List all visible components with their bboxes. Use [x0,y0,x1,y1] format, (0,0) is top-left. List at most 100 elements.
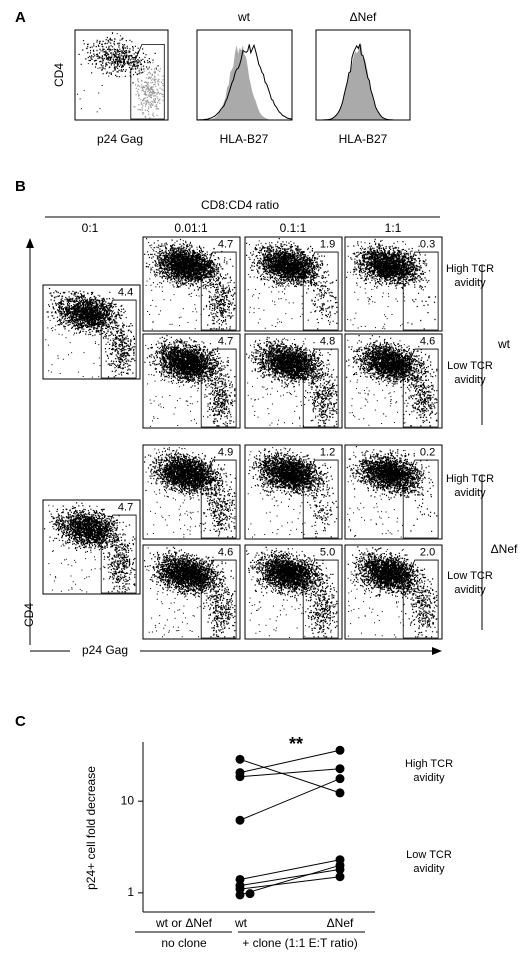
point [335,774,345,784]
events [44,502,134,593]
events [246,238,331,329]
gated-events [305,362,338,427]
plot-frame [344,444,443,540]
gate [100,299,137,379]
gated-events [405,362,438,427]
gated-events [203,575,236,638]
group-label: ΔNef [491,542,518,556]
histogram-fill [197,45,292,120]
gate-value: 0.3 [420,238,435,250]
pair-line [239,876,341,890]
pair-line [239,778,341,821]
gate-value: 0.2 [420,446,435,458]
gate-value: 4.4 [118,286,133,298]
gate-value: 2.0 [420,546,435,558]
events [45,287,128,378]
events [144,335,232,427]
gate-value: 1.9 [320,238,335,250]
gate [402,251,439,331]
column-label: 0:1 [82,221,99,235]
x-label: HLA-B27 [220,132,269,146]
point [235,815,245,825]
label-backing [70,643,140,659]
gate-value: 1.2 [320,446,335,458]
group-label: wt [497,337,511,351]
header: CD8:CD4 ratio [201,198,279,212]
gate [402,459,439,539]
pair-line [239,758,341,794]
annotation: Low TCR avidity [406,849,452,875]
row-label: High TCR avidity [445,473,495,499]
y-label: p24+ cell fold decrease [84,766,98,890]
events [144,447,236,538]
gate [200,251,237,331]
pair-line [239,768,341,778]
point [235,890,245,900]
panel-label: C [15,713,26,730]
histogram-fill [316,42,410,121]
plot-frame [244,333,343,429]
y-label: CD4 [52,63,66,87]
x-tick-label: wt [234,916,248,930]
arrow-head [26,238,34,248]
pair-line [239,864,341,896]
events [246,336,335,427]
x-label: p24 Gag [97,132,143,146]
plot-frame [74,29,169,121]
gated-events [405,573,438,638]
gate [402,559,439,639]
gate [302,348,339,428]
significance: ** [289,734,303,754]
gate [402,348,439,428]
events [247,447,333,538]
gated-events [104,314,136,378]
point [335,745,345,755]
gate [302,251,339,331]
gate [200,459,237,539]
events [246,546,334,638]
gate-value: 4.6 [218,546,233,558]
gated-events [305,580,338,638]
group-label: + clone (1:1 E:T ratio) [242,936,358,950]
column-label: 0.1:1 [280,221,307,235]
gate [302,559,339,639]
events [346,446,434,538]
gate-value: 4.7 [218,335,233,347]
gate-value: 5.0 [320,546,335,558]
x-tick-label: ΔNef [327,916,354,930]
pair-line [239,868,341,887]
gate-value: 4.9 [218,446,233,458]
y-label: CD4 [22,603,36,627]
y-tick-label: 10 [121,793,135,807]
gated-events [103,535,136,593]
histogram-line [316,43,410,121]
gated-events [307,275,338,330]
row-label: Low TCR avidity [447,360,493,386]
x-label: p24 Gag [82,643,128,657]
events [346,238,431,330]
group-label: no clone [161,936,207,950]
hist-title: ΔNef [350,10,377,24]
gate-value: 4.6 [420,335,435,347]
point [235,754,245,764]
row-label: High TCR avidity [445,263,495,289]
gated-events [408,474,438,532]
gated-events [204,362,236,427]
panel-label: B [15,178,26,195]
gate-value: 4.7 [218,238,233,250]
gate-value: 4.7 [118,501,133,513]
x-label: HLA-B27 [339,132,388,146]
events [346,335,435,426]
point [335,764,345,774]
events [347,546,434,638]
pair-line [239,859,341,880]
gate [130,44,165,120]
annotation: High TCR avidity [404,758,454,784]
gate [100,514,137,594]
arrow-head [432,647,442,655]
events [144,238,234,330]
gate [200,348,237,428]
gated-events [203,473,236,538]
y-tick-label: 1 [127,885,134,899]
hist-title: wt [237,10,251,24]
